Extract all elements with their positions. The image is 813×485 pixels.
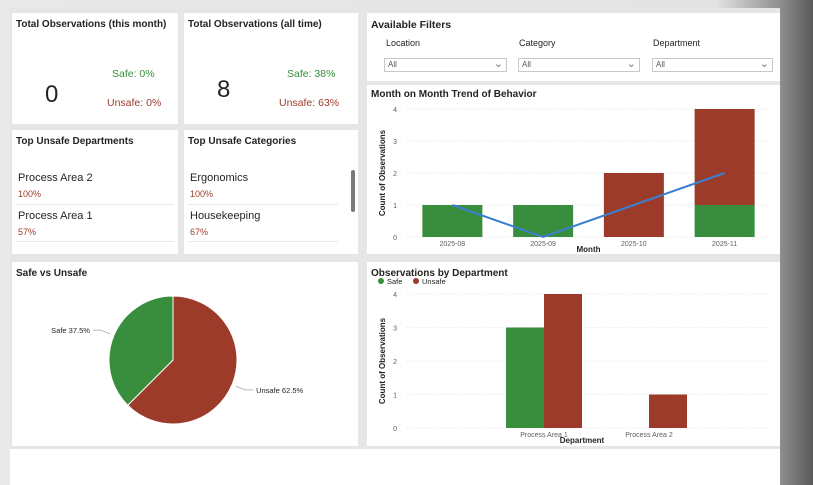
kpi-all-total: 8 bbox=[217, 76, 231, 103]
safe-bar bbox=[513, 205, 574, 237]
x-axis-title: Department bbox=[560, 436, 605, 445]
unsafe-bar bbox=[544, 294, 582, 428]
x-tick-label: Process Area 2 bbox=[625, 432, 673, 439]
unsafe-bar bbox=[694, 109, 755, 205]
filter-department-label: Department bbox=[653, 38, 701, 48]
top-departments-card: Top Unsafe Departments Process Area 2 10… bbox=[12, 130, 178, 254]
list-item-pct: 67% bbox=[190, 227, 209, 237]
filter-category-dropdown[interactable]: All ⌄ bbox=[518, 58, 640, 72]
department-chart: Safe Unsafe 0 1 2 3 4 Process Area 1 Process Are… bbox=[378, 277, 770, 445]
y-tick-label: 0 bbox=[393, 426, 397, 433]
filter-category-value: All bbox=[522, 60, 531, 69]
y-axis-title: Count of Observations bbox=[378, 129, 387, 216]
unsafe-bar bbox=[649, 394, 687, 428]
pie-chart: Unsafe 62.5% Safe 37.5% bbox=[51, 295, 304, 425]
safe-bar bbox=[506, 327, 544, 428]
unsafe-slice bbox=[127, 295, 238, 425]
filter-location-dropdown[interactable]: All ⌄ bbox=[384, 58, 507, 72]
trend-line bbox=[452, 172, 725, 239]
y-tick-label: 2 bbox=[393, 359, 397, 366]
safe-bar bbox=[694, 205, 755, 237]
chevron-down-icon: ⌄ bbox=[493, 58, 503, 70]
list-divider bbox=[16, 241, 174, 242]
y-tick-label: 2 bbox=[393, 171, 397, 178]
list-divider bbox=[188, 204, 338, 205]
x-tick-label: 2025-09 bbox=[530, 241, 556, 248]
filter-location-label: Location bbox=[386, 38, 421, 48]
legend-label: Unsafe bbox=[422, 277, 446, 286]
trend-chart-title: Month on Month Trend of Behavior bbox=[371, 89, 537, 100]
top-categories-card: Top Unsafe Categories Ergonomics 100% Ho… bbox=[184, 130, 358, 254]
filter-department-dropdown[interactable]: All ⌄ bbox=[652, 58, 773, 72]
y-tick-label: 0 bbox=[393, 235, 397, 242]
kpi-month-safe: Safe: 0% bbox=[112, 68, 155, 80]
kpi-card-month[interactable]: Total Observations (this month) 0 Safe: … bbox=[12, 13, 178, 124]
x-axis-title: Month bbox=[577, 245, 601, 254]
y-tick-label: 3 bbox=[393, 326, 397, 333]
pie-data-label: Safe 37.5% bbox=[51, 326, 90, 335]
list-item-name[interactable]: Housekeeping bbox=[190, 210, 261, 222]
department-chart-card: Observations by Department Safe Unsafe 0 1 2… bbox=[367, 262, 780, 446]
top-categories-title: Top Unsafe Categories bbox=[188, 136, 297, 147]
chevron-down-icon: ⌄ bbox=[626, 58, 636, 70]
safe-slice bbox=[108, 295, 174, 406]
pie-leader-line bbox=[235, 385, 254, 391]
empty-page-area bbox=[10, 449, 780, 485]
top-departments-title: Top Unsafe Departments bbox=[16, 136, 134, 147]
pie-leader-line bbox=[92, 329, 111, 335]
y-axis-title: Count of Observations bbox=[378, 317, 387, 404]
y-tick-label: 4 bbox=[393, 292, 397, 299]
report-canvas: Total Observations (this month) 0 Safe: … bbox=[10, 8, 780, 485]
pie-chart-title: Safe vs Unsafe bbox=[16, 268, 88, 279]
y-tick-label: 4 bbox=[393, 107, 397, 114]
filters-card: Available Filters Location All ⌄ Categor… bbox=[367, 13, 780, 81]
scrollbar-thumb[interactable] bbox=[351, 170, 355, 212]
pie-data-label: Unsafe 62.5% bbox=[256, 386, 303, 395]
pie-chart-card: Safe vs Unsafe Unsafe 62.5% Safe 37.5% bbox=[12, 262, 358, 446]
list-divider bbox=[188, 241, 338, 242]
list-item-name[interactable]: Process Area 2 bbox=[18, 172, 93, 184]
list-item-name[interactable]: Process Area 1 bbox=[18, 210, 93, 222]
filter-department-value: All bbox=[656, 60, 665, 69]
filters-title: Available Filters bbox=[371, 19, 452, 31]
list-divider bbox=[16, 204, 174, 205]
list-item-name[interactable]: Ergonomics bbox=[190, 172, 249, 184]
kpi-all-unsafe: Unsafe: 63% bbox=[279, 97, 340, 109]
kpi-all-title: Total Observations (all time) bbox=[188, 19, 322, 30]
kpi-month-title: Total Observations (this month) bbox=[16, 19, 167, 30]
x-tick-label: 2025-11 bbox=[712, 241, 737, 248]
list-item-pct: 100% bbox=[18, 189, 42, 199]
legend-label: Safe bbox=[387, 277, 402, 286]
x-tick-label: Process Area 1 bbox=[520, 432, 568, 439]
safe-bar bbox=[422, 205, 483, 237]
legend-swatch bbox=[413, 278, 419, 284]
y-tick-label: 1 bbox=[393, 203, 397, 210]
kpi-card-all-time[interactable]: Total Observations (all time) 8 Safe: 38… bbox=[184, 13, 358, 124]
y-tick-label: 3 bbox=[393, 139, 397, 146]
legend-swatch bbox=[378, 278, 384, 284]
trend-chart-card: Month on Month Trend of Behavior 0 1 2 3 4 20… bbox=[367, 85, 780, 254]
filter-category-label: Category bbox=[519, 38, 556, 48]
trend-chart: 0 1 2 3 4 2025-08 2025-09 2025-10 2025-11 Month Co… bbox=[378, 107, 770, 254]
list-item-pct: 100% bbox=[190, 189, 214, 199]
department-chart-title: Observations by Department bbox=[371, 268, 508, 279]
chevron-down-icon: ⌄ bbox=[759, 58, 769, 70]
list-item-pct: 57% bbox=[18, 227, 37, 237]
kpi-month-unsafe: Unsafe: 0% bbox=[107, 97, 162, 109]
x-tick-label: 2025-08 bbox=[440, 241, 466, 248]
x-tick-label: 2025-10 bbox=[621, 241, 647, 248]
y-tick-label: 1 bbox=[393, 393, 397, 400]
kpi-month-total: 0 bbox=[45, 81, 59, 108]
kpi-all-safe: Safe: 38% bbox=[287, 68, 336, 80]
filter-location-value: All bbox=[388, 60, 397, 69]
